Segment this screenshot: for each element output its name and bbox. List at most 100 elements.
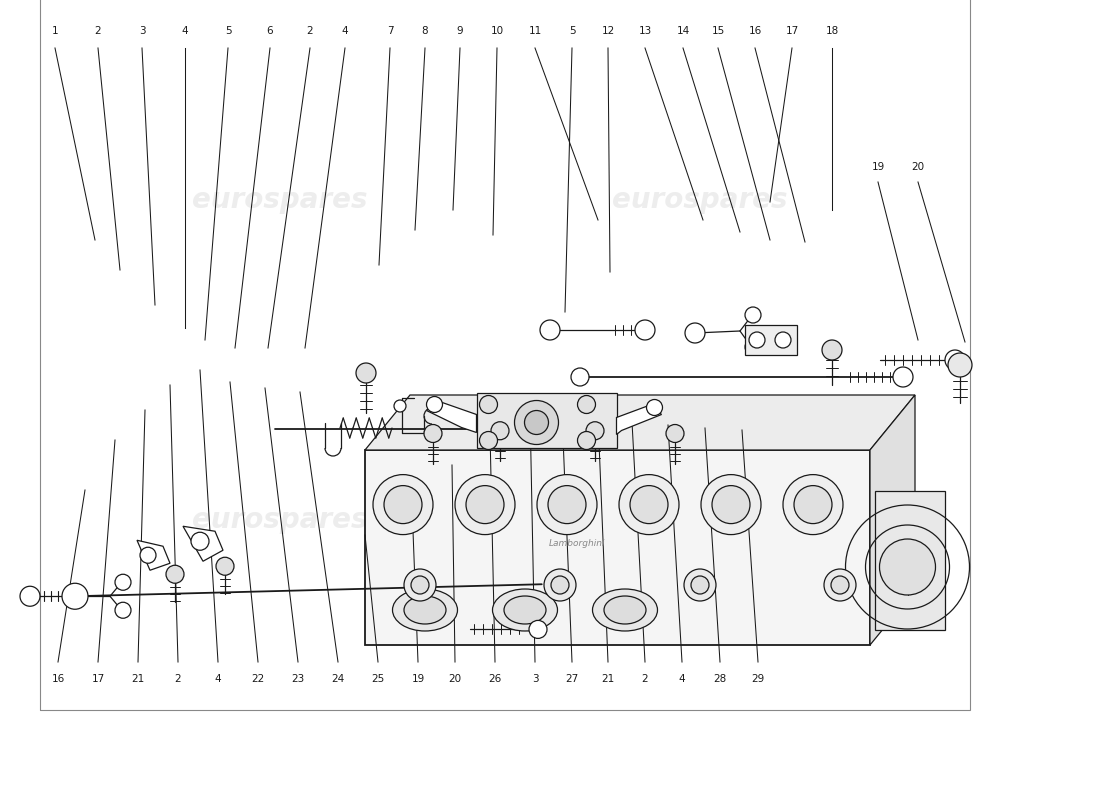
Circle shape bbox=[62, 583, 88, 610]
Circle shape bbox=[745, 339, 761, 355]
Circle shape bbox=[948, 353, 972, 377]
Circle shape bbox=[455, 474, 515, 534]
Circle shape bbox=[515, 401, 559, 445]
Text: 10: 10 bbox=[491, 26, 504, 36]
Ellipse shape bbox=[504, 596, 546, 624]
Circle shape bbox=[745, 307, 761, 323]
Ellipse shape bbox=[493, 589, 558, 631]
Text: 24: 24 bbox=[331, 674, 344, 684]
Bar bbox=[745, 325, 798, 355]
Circle shape bbox=[20, 586, 40, 606]
Circle shape bbox=[822, 340, 842, 360]
Circle shape bbox=[548, 486, 586, 524]
Text: 21: 21 bbox=[602, 674, 615, 684]
Text: 1: 1 bbox=[52, 26, 58, 36]
Text: 9: 9 bbox=[456, 26, 463, 36]
Text: 27: 27 bbox=[565, 674, 579, 684]
Bar bbox=[476, 393, 616, 447]
Text: 4: 4 bbox=[182, 26, 188, 36]
Circle shape bbox=[619, 474, 679, 534]
Text: 22: 22 bbox=[252, 674, 265, 684]
Text: 6: 6 bbox=[266, 26, 273, 36]
Circle shape bbox=[691, 576, 710, 594]
Circle shape bbox=[216, 558, 234, 575]
Ellipse shape bbox=[593, 589, 658, 631]
Text: 5: 5 bbox=[224, 26, 231, 36]
Text: 11: 11 bbox=[528, 26, 541, 36]
Text: 2: 2 bbox=[307, 26, 314, 36]
Text: 5: 5 bbox=[569, 26, 575, 36]
Text: 12: 12 bbox=[602, 26, 615, 36]
Circle shape bbox=[783, 474, 843, 534]
Polygon shape bbox=[138, 540, 170, 570]
Ellipse shape bbox=[604, 596, 646, 624]
Circle shape bbox=[551, 576, 569, 594]
Text: 14: 14 bbox=[676, 26, 690, 36]
Text: eurospares: eurospares bbox=[613, 506, 788, 534]
Circle shape bbox=[411, 576, 429, 594]
Circle shape bbox=[701, 474, 761, 534]
Circle shape bbox=[140, 547, 156, 563]
Circle shape bbox=[466, 486, 504, 524]
Text: 23: 23 bbox=[292, 674, 305, 684]
Circle shape bbox=[578, 395, 595, 414]
Text: 28: 28 bbox=[714, 674, 727, 684]
Circle shape bbox=[586, 422, 604, 440]
Circle shape bbox=[630, 486, 668, 524]
Text: 29: 29 bbox=[751, 674, 764, 684]
Circle shape bbox=[578, 431, 595, 450]
Circle shape bbox=[893, 367, 913, 387]
Circle shape bbox=[116, 574, 131, 590]
Circle shape bbox=[635, 320, 654, 340]
Text: 2: 2 bbox=[175, 674, 182, 684]
Circle shape bbox=[529, 621, 547, 638]
Text: 26: 26 bbox=[488, 674, 502, 684]
Circle shape bbox=[794, 486, 832, 524]
Circle shape bbox=[749, 332, 764, 348]
Bar bbox=[874, 491, 945, 630]
Circle shape bbox=[830, 576, 849, 594]
Polygon shape bbox=[616, 405, 661, 434]
Text: eurospares: eurospares bbox=[192, 506, 367, 534]
Polygon shape bbox=[365, 395, 915, 450]
Text: eurospares: eurospares bbox=[192, 186, 367, 214]
Text: 25: 25 bbox=[372, 674, 385, 684]
Text: 2: 2 bbox=[95, 26, 101, 36]
Circle shape bbox=[685, 323, 705, 343]
Circle shape bbox=[384, 486, 422, 524]
Circle shape bbox=[480, 431, 497, 450]
Text: 16: 16 bbox=[748, 26, 761, 36]
Text: 8: 8 bbox=[421, 26, 428, 36]
Text: 13: 13 bbox=[638, 26, 651, 36]
Circle shape bbox=[666, 425, 684, 442]
Circle shape bbox=[116, 602, 131, 618]
Text: 3: 3 bbox=[139, 26, 145, 36]
Text: 21: 21 bbox=[131, 674, 144, 684]
Circle shape bbox=[544, 569, 576, 601]
Text: 15: 15 bbox=[712, 26, 725, 36]
Circle shape bbox=[427, 397, 442, 413]
Circle shape bbox=[491, 422, 509, 440]
Circle shape bbox=[945, 350, 965, 370]
Text: 20: 20 bbox=[449, 674, 462, 684]
Ellipse shape bbox=[404, 596, 446, 624]
Circle shape bbox=[712, 486, 750, 524]
Text: 2: 2 bbox=[641, 674, 648, 684]
Circle shape bbox=[394, 400, 406, 412]
Circle shape bbox=[647, 399, 662, 415]
Polygon shape bbox=[427, 401, 476, 433]
Text: 17: 17 bbox=[785, 26, 799, 36]
Circle shape bbox=[191, 532, 209, 550]
Circle shape bbox=[684, 569, 716, 601]
Circle shape bbox=[537, 474, 597, 534]
Circle shape bbox=[404, 569, 436, 601]
Text: 4: 4 bbox=[342, 26, 349, 36]
Text: 19: 19 bbox=[411, 674, 425, 684]
Text: 4: 4 bbox=[679, 674, 685, 684]
Text: 19: 19 bbox=[871, 162, 884, 172]
Polygon shape bbox=[183, 526, 223, 562]
Circle shape bbox=[571, 368, 588, 386]
Circle shape bbox=[776, 332, 791, 348]
Circle shape bbox=[166, 566, 184, 583]
Circle shape bbox=[356, 363, 376, 383]
